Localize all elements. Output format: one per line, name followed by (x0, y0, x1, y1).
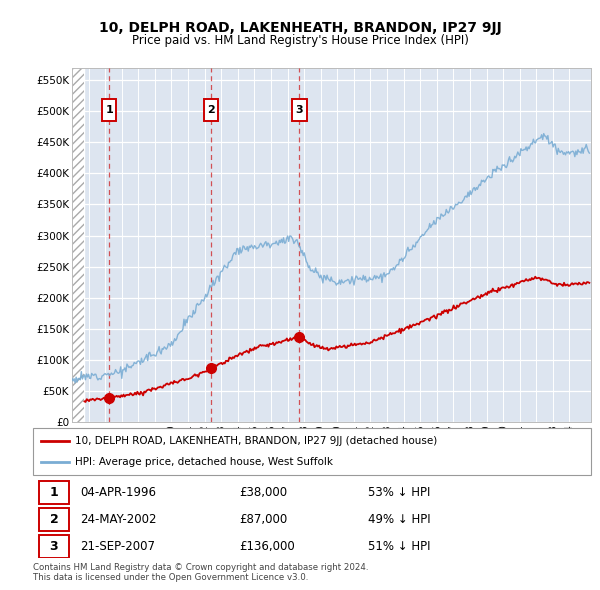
Text: 1: 1 (50, 486, 58, 499)
Text: 21-SEP-2007: 21-SEP-2007 (80, 540, 155, 553)
Text: £38,000: £38,000 (239, 486, 287, 499)
FancyBboxPatch shape (38, 508, 69, 530)
Text: 2: 2 (207, 105, 215, 115)
Bar (72, 68, 85, 422)
FancyBboxPatch shape (38, 535, 69, 558)
Text: 2: 2 (50, 513, 58, 526)
Text: 49% ↓ HPI: 49% ↓ HPI (368, 513, 430, 526)
Text: 3: 3 (50, 540, 58, 553)
Text: 10, DELPH ROAD, LAKENHEATH, BRANDON, IP27 9JJ: 10, DELPH ROAD, LAKENHEATH, BRANDON, IP2… (98, 21, 502, 35)
Text: £136,000: £136,000 (239, 540, 295, 553)
FancyBboxPatch shape (292, 99, 307, 122)
FancyBboxPatch shape (33, 428, 591, 475)
Text: 10, DELPH ROAD, LAKENHEATH, BRANDON, IP27 9JJ (detached house): 10, DELPH ROAD, LAKENHEATH, BRANDON, IP2… (75, 436, 437, 446)
Text: 3: 3 (296, 105, 304, 115)
Text: 04-APR-1996: 04-APR-1996 (80, 486, 157, 499)
Text: 1: 1 (106, 105, 113, 115)
Text: Contains HM Land Registry data © Crown copyright and database right 2024.: Contains HM Land Registry data © Crown c… (33, 563, 368, 572)
Bar (72, 68, 85, 422)
Text: HPI: Average price, detached house, West Suffolk: HPI: Average price, detached house, West… (75, 457, 333, 467)
FancyBboxPatch shape (204, 99, 218, 122)
Text: £87,000: £87,000 (239, 513, 288, 526)
Text: 24-MAY-2002: 24-MAY-2002 (80, 513, 157, 526)
Text: 53% ↓ HPI: 53% ↓ HPI (368, 486, 430, 499)
Text: This data is licensed under the Open Government Licence v3.0.: This data is licensed under the Open Gov… (33, 572, 308, 582)
Text: Price paid vs. HM Land Registry's House Price Index (HPI): Price paid vs. HM Land Registry's House … (131, 34, 469, 47)
Text: 51% ↓ HPI: 51% ↓ HPI (368, 540, 430, 553)
FancyBboxPatch shape (38, 481, 69, 504)
FancyBboxPatch shape (102, 99, 116, 122)
